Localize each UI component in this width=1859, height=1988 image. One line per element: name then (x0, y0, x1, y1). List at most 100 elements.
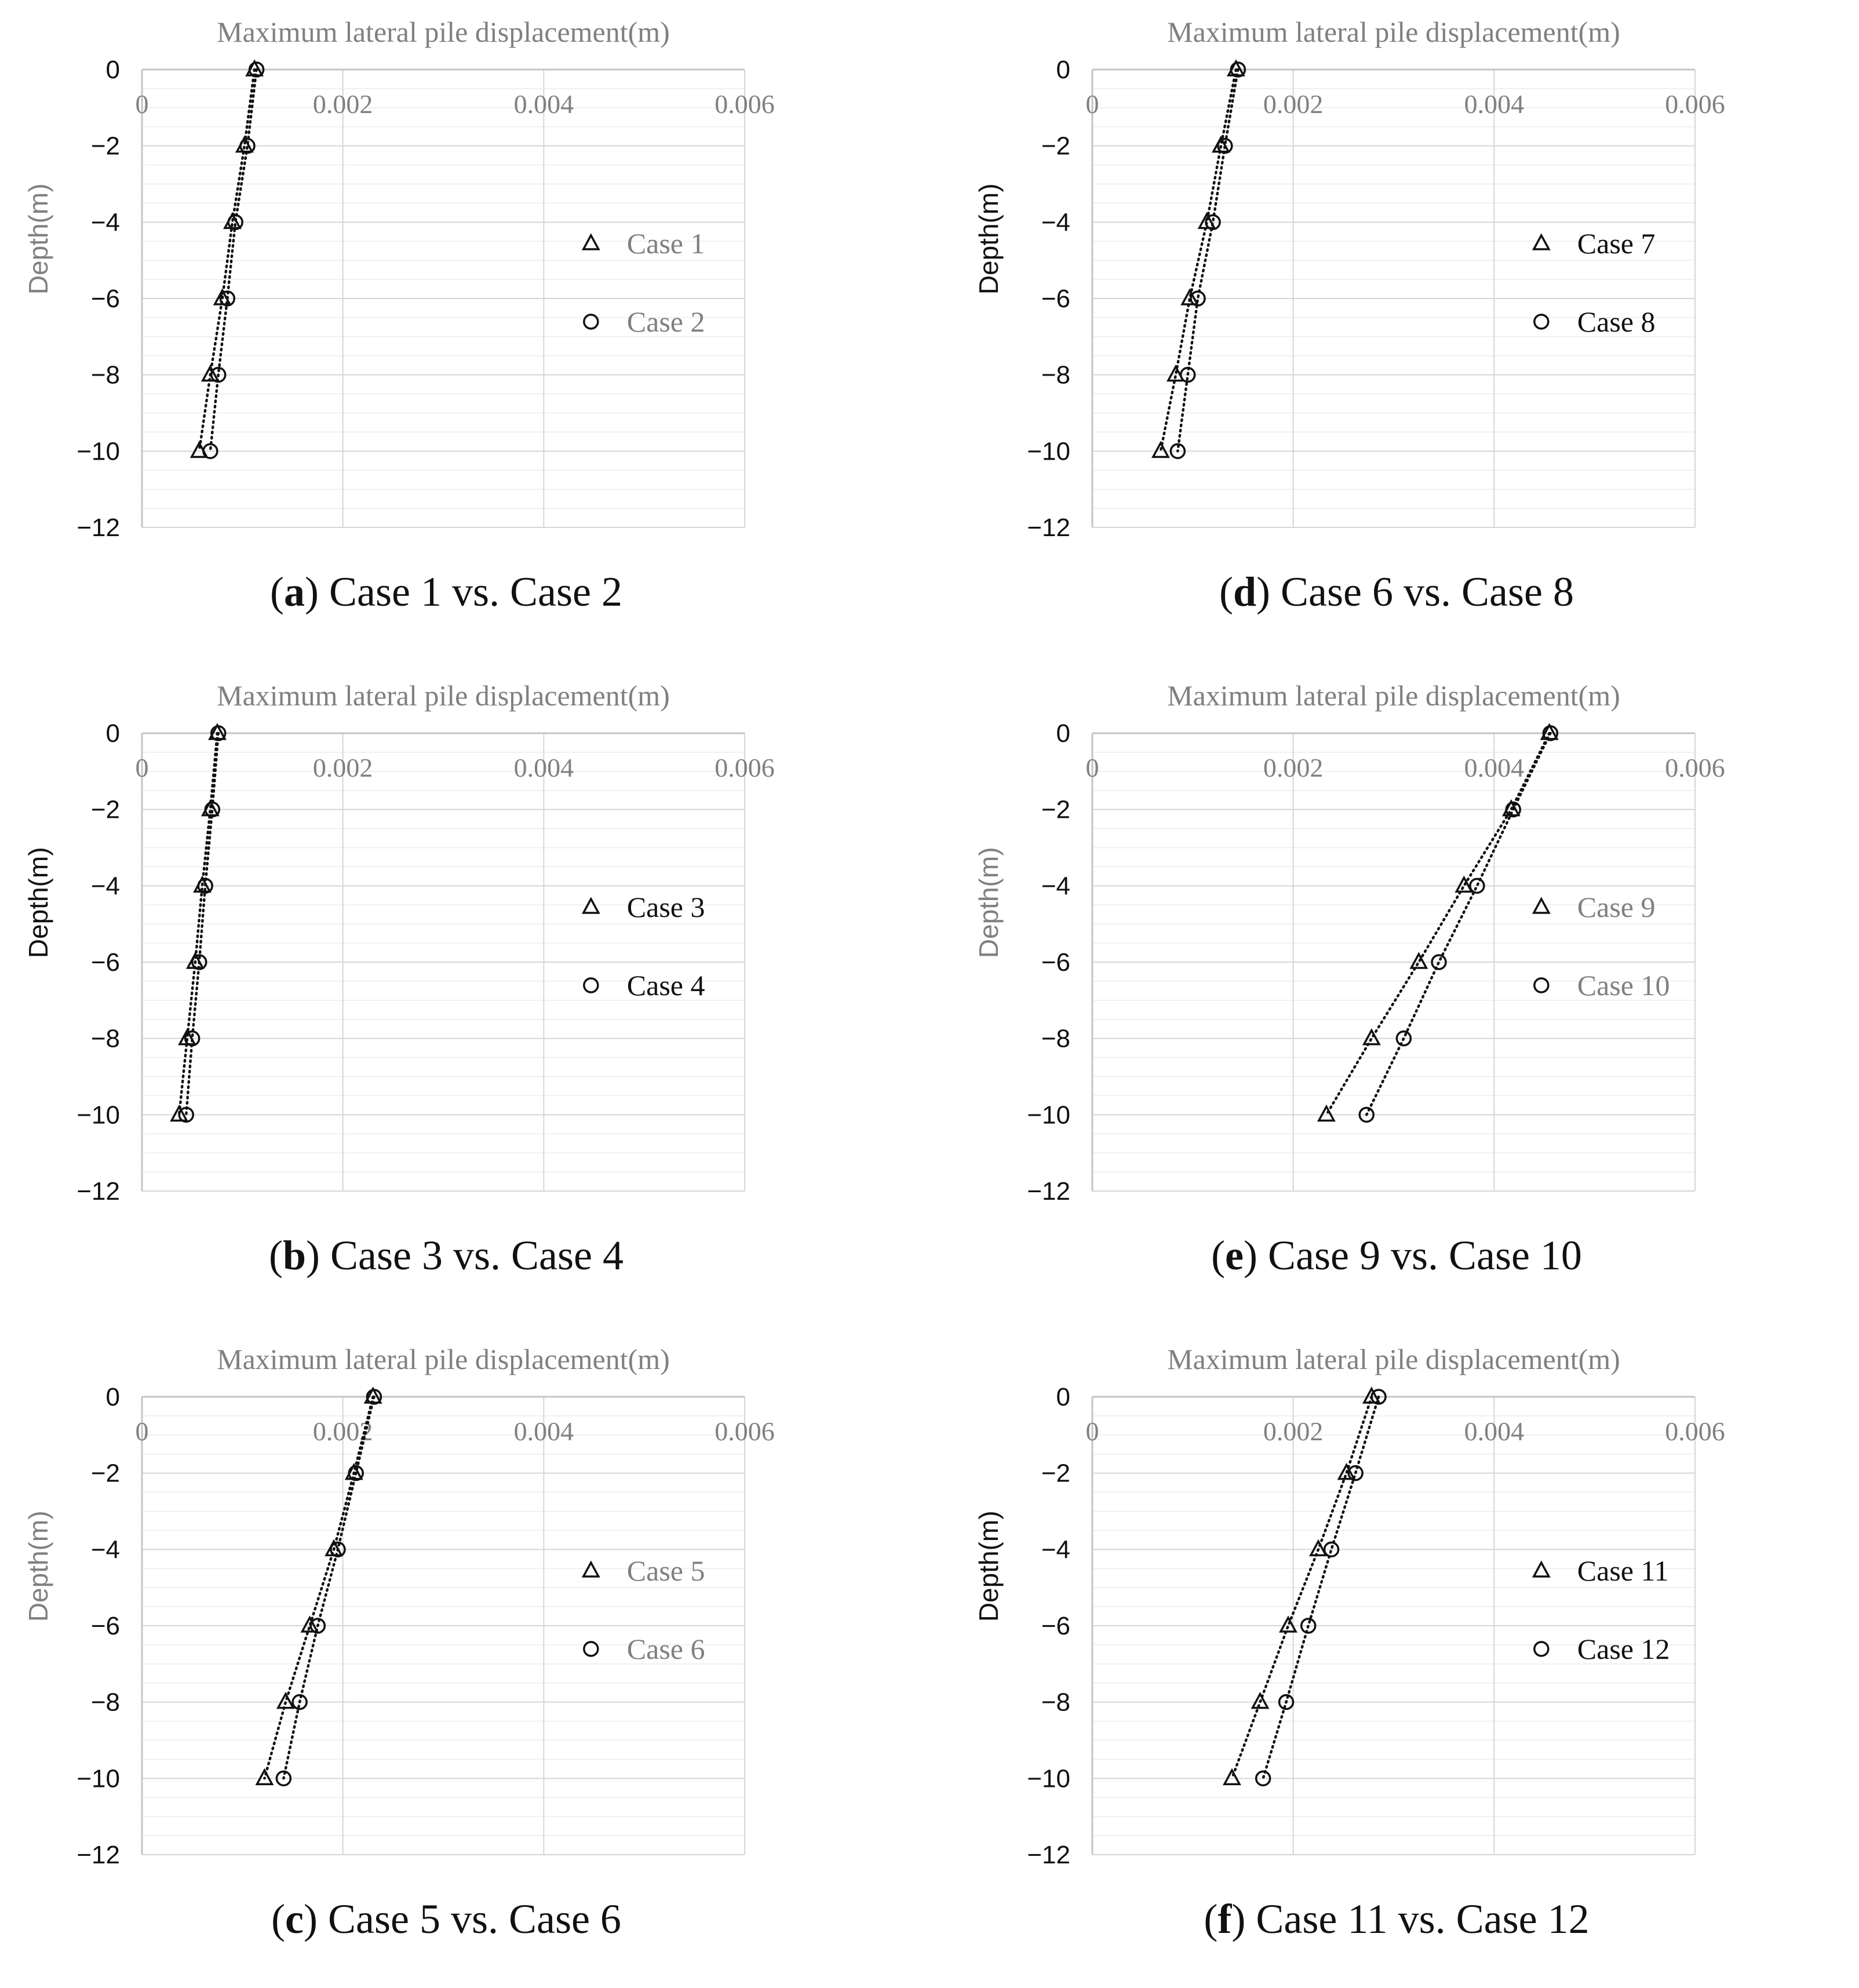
chart-title: Maximum lateral pile displacement(m) (1167, 679, 1620, 712)
legend-label: Case 12 (1577, 1633, 1670, 1665)
caption-text-d: Case 6 vs. Case 8 (1270, 569, 1574, 615)
series-line-1 (198, 68, 256, 453)
y-tick-label: 0 (1056, 1383, 1070, 1411)
data-point-circle (184, 1030, 201, 1047)
y-tick-label: −6 (91, 285, 120, 313)
chart-f: Maximum lateral pile displacement(m) 0 0.0… (974, 1343, 1725, 1869)
x-tick-label: 0.004 (514, 89, 574, 119)
series-line-1 (1159, 68, 1238, 453)
y-tick-label: −2 (91, 132, 120, 161)
data-point-circle (1190, 290, 1206, 307)
grid (1092, 69, 1696, 528)
x-tick-label: 0.006 (715, 753, 775, 782)
data-point-triangle (1197, 212, 1216, 230)
data-point-circle (191, 954, 207, 970)
data-point-triangle (1151, 440, 1170, 458)
legend-triangle-icon (1532, 897, 1551, 914)
data-point-circle (309, 1618, 326, 1634)
series-line-1 (263, 1395, 374, 1780)
caption-text-f: Case 11 vs. Case 12 (1245, 1896, 1590, 1942)
y-tick-label: 0 (106, 56, 120, 84)
chart-a: Maximum lateral pile displacement(m) 0 0.0… (23, 16, 775, 542)
legend-triangle-icon (581, 1560, 600, 1578)
y-axis-label: Depth(m) (974, 183, 1004, 294)
y-tick-label: −10 (76, 1764, 120, 1793)
caption-d: (d) Case 6 vs. Case 8 (1219, 569, 1574, 615)
y-tick-label: −8 (91, 1688, 120, 1717)
data-point-circle (1431, 954, 1447, 970)
y-tick-label: −4 (1041, 208, 1070, 236)
y-tick-label: −4 (91, 1535, 120, 1564)
y-tick-label: −2 (91, 1459, 120, 1488)
chart-d: Maximum lateral pile displacement(m) 0 0.0… (974, 16, 1725, 542)
caption-text-c: Case 5 vs. Case 6 (318, 1896, 621, 1942)
data-point-circle (1469, 878, 1485, 894)
x-tick-label: 0 (1086, 1417, 1099, 1446)
data-point-triangle (1455, 875, 1474, 893)
y-tick-label: −4 (1041, 1535, 1070, 1564)
y-tick-label: −10 (76, 437, 120, 465)
series-line-2 (1262, 1395, 1380, 1780)
caption-letter-e: e (1225, 1232, 1244, 1279)
y-axis-label: Depth(m) (974, 847, 1004, 958)
x-tick-label: 0.006 (715, 1417, 775, 1446)
data-point-circle (1255, 1770, 1271, 1787)
legend-label: Case 7 (1577, 227, 1656, 260)
data-point-circle (1300, 1618, 1317, 1634)
chart-e: Maximum lateral pile displacement(m) 0 0.0… (974, 679, 1725, 1206)
chart-panel-a: Maximum lateral pile displacement(m) 0 0.0… (12, 12, 881, 661)
data-point-triangle (1309, 1539, 1328, 1557)
y-tick-label: −12 (1027, 1177, 1070, 1206)
y-tick-label: −12 (76, 1177, 120, 1206)
y-tick-label: −12 (1027, 1841, 1070, 1869)
caption-letter-f: f (1218, 1896, 1232, 1942)
caption-a: (a) Case 1 vs. Case 2 (270, 569, 622, 615)
y-tick-label: −8 (1041, 1688, 1070, 1717)
data-point-circle (1230, 61, 1246, 78)
legend-triangle-icon (581, 233, 600, 250)
y-tick-label: −2 (1041, 1459, 1070, 1488)
data-point-circle (239, 137, 256, 154)
grid (141, 733, 745, 1192)
chart-title: Maximum lateral pile displacement(m) (217, 679, 670, 712)
data-point-circle (330, 1541, 346, 1558)
x-tick-label: 0 (136, 1417, 149, 1446)
data-point-triangle (1279, 1615, 1297, 1633)
caption-letter-b: b (283, 1232, 307, 1279)
data-point-circle (1542, 725, 1559, 741)
data-point-circle (178, 1106, 195, 1123)
chart-panel-f: Maximum lateral pile displacement(m) 0 0.0… (962, 1339, 1831, 1988)
data-point-triangle (276, 1691, 295, 1709)
legend-label: Case 6 (627, 1633, 705, 1665)
x-tick-label: 0.002 (313, 753, 373, 782)
series-line-1 (177, 731, 219, 1116)
x-tick-label: 0.006 (1665, 753, 1725, 782)
y-tick-label: 0 (1056, 56, 1070, 84)
legend-label: Case 1 (627, 227, 705, 260)
data-point-circle (1323, 1541, 1340, 1558)
y-tick-label: 0 (106, 719, 120, 748)
data-point-circle (197, 878, 213, 894)
legend-label: Case 3 (627, 891, 705, 923)
caption-letter-d: d (1233, 569, 1257, 615)
y-tick-label: −6 (1041, 948, 1070, 977)
caption-f: (f) Case 11 vs. Case 12 (1204, 1896, 1590, 1942)
data-point-circle (1179, 366, 1196, 383)
chart-title: Maximum lateral pile displacement(m) (217, 1343, 670, 1375)
x-tick-label: 0 (136, 753, 149, 782)
caption-c: (c) Case 5 vs. Case 6 (271, 1896, 621, 1942)
x-tick-label: 0.002 (1263, 753, 1324, 782)
data-point-triangle (1540, 723, 1559, 740)
y-tick-label: −6 (91, 948, 120, 977)
series-line-1 (1230, 1395, 1373, 1780)
y-tick-label: −6 (1041, 1612, 1070, 1640)
y-tick-label: 0 (106, 1383, 120, 1411)
data-point-triangle (1222, 1768, 1241, 1786)
y-tick-label: −10 (76, 1101, 120, 1129)
legend-label: Case 9 (1577, 891, 1656, 923)
data-point-circle (1358, 1106, 1375, 1123)
data-point-triangle (1317, 1104, 1336, 1122)
data-point-triangle (1362, 1386, 1381, 1404)
caption-letter-a: a (284, 569, 305, 615)
x-tick-label: 0 (1086, 89, 1099, 119)
